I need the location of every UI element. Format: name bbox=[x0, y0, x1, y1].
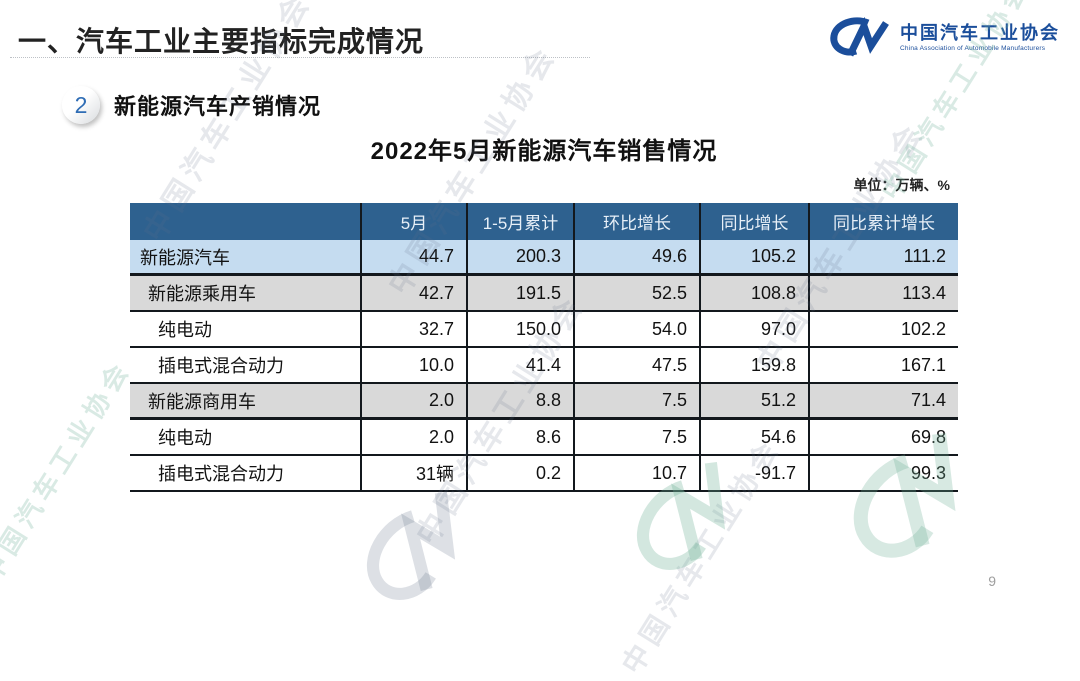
table-header-row: 5月 1-5月累计 环比增长 同比增长 同比累计增长 bbox=[130, 203, 958, 240]
cell: 0.2 bbox=[468, 456, 575, 492]
cell: 32.7 bbox=[362, 312, 468, 348]
logo-name-en: China Association of Automobile Manufact… bbox=[900, 45, 1046, 53]
logo-name-zh: 中国汽车工业协会 bbox=[900, 22, 1060, 43]
cell: 167.1 bbox=[810, 348, 958, 384]
table-row: 插电式混合动力 10.0 41.4 47.5 159.8 167.1 bbox=[130, 348, 958, 384]
title-divider bbox=[10, 57, 590, 58]
cell: 191.5 bbox=[468, 276, 575, 312]
section-title: 新能源汽车产销情况 bbox=[114, 94, 322, 119]
cell: 150.0 bbox=[468, 312, 575, 348]
cell: 8.6 bbox=[468, 420, 575, 456]
cell: 7.5 bbox=[575, 420, 701, 456]
row-label: 新能源商用车 bbox=[130, 384, 362, 420]
column-header: 环比增长 bbox=[575, 203, 701, 240]
cell: 99.3 bbox=[810, 456, 958, 492]
data-table: 5月 1-5月累计 环比增长 同比增长 同比累计增长 新能源汽车 44.7 20… bbox=[130, 203, 958, 492]
section-heading: 2 新能源汽车产销情况 bbox=[62, 86, 321, 124]
logo-text: 中国汽车工业协会 China Association of Automobile… bbox=[900, 22, 1060, 53]
cell: 41.4 bbox=[468, 348, 575, 384]
cell: 47.5 bbox=[575, 348, 701, 384]
cell: 7.5 bbox=[575, 384, 701, 420]
column-header: 1-5月累计 bbox=[468, 203, 575, 240]
cell: 49.6 bbox=[575, 240, 701, 276]
row-label: 插电式混合动力 bbox=[130, 348, 362, 384]
column-header bbox=[130, 203, 362, 240]
table-row: 新能源汽车 44.7 200.3 49.6 105.2 111.2 bbox=[130, 240, 958, 276]
table-row: 纯电动 32.7 150.0 54.0 97.0 102.2 bbox=[130, 312, 958, 348]
cell: 54.6 bbox=[701, 420, 810, 456]
table-row: 纯电动 2.0 8.6 7.5 54.6 69.8 bbox=[130, 420, 958, 456]
cell: 97.0 bbox=[701, 312, 810, 348]
row-label: 纯电动 bbox=[130, 420, 362, 456]
cell: 10.0 bbox=[362, 348, 468, 384]
cell: 31辆 bbox=[362, 456, 468, 492]
cell: 54.0 bbox=[575, 312, 701, 348]
unit-label: 单位：万辆、% bbox=[853, 177, 950, 193]
caam-logo: 中国汽车工业协会 China Association of Automobile… bbox=[828, 16, 1060, 60]
cell: 2.0 bbox=[362, 420, 468, 456]
cell: 52.5 bbox=[575, 276, 701, 312]
cell: 113.4 bbox=[810, 276, 958, 312]
page-number: 9 bbox=[988, 573, 996, 589]
column-header: 同比累计增长 bbox=[810, 203, 958, 240]
page-title: 一、汽车工业主要指标完成情况 bbox=[18, 26, 425, 57]
watermark-cm-icon bbox=[366, 491, 456, 600]
table-row: 新能源乘用车 42.7 191.5 52.5 108.8 113.4 bbox=[130, 276, 958, 312]
row-label: 新能源乘用车 bbox=[130, 276, 362, 312]
watermark-text: 中国汽车工业协会 bbox=[0, 354, 137, 588]
section-number: 2 bbox=[74, 91, 88, 118]
cell: 108.8 bbox=[701, 276, 810, 312]
cell: 102.2 bbox=[810, 312, 958, 348]
cell: -91.7 bbox=[701, 456, 810, 492]
row-label: 新能源汽车 bbox=[130, 240, 362, 276]
row-label: 插电式混合动力 bbox=[130, 456, 362, 492]
cell: 71.4 bbox=[810, 384, 958, 420]
table-row: 插电式混合动力 31辆 0.2 10.7 -91.7 99.3 bbox=[130, 456, 958, 492]
cell: 69.8 bbox=[810, 420, 958, 456]
cell: 2.0 bbox=[362, 384, 468, 420]
cell: 8.8 bbox=[468, 384, 575, 420]
cell: 105.2 bbox=[701, 240, 810, 276]
cell: 42.7 bbox=[362, 276, 468, 312]
cell: 44.7 bbox=[362, 240, 468, 276]
cell: 51.2 bbox=[701, 384, 810, 420]
table-title: 2022年5月新能源汽车销售情况 bbox=[370, 138, 718, 165]
column-header: 同比增长 bbox=[701, 203, 810, 240]
cm-logo-icon bbox=[830, 16, 889, 57]
column-header: 5月 bbox=[362, 203, 468, 240]
cell: 111.2 bbox=[810, 240, 958, 276]
cell: 159.8 bbox=[701, 348, 810, 384]
table-row: 新能源商用车 2.0 8.8 7.5 51.2 71.4 bbox=[130, 384, 958, 420]
section-number-badge: 2 bbox=[62, 86, 100, 124]
row-label: 纯电动 bbox=[130, 312, 362, 348]
cell: 200.3 bbox=[468, 240, 575, 276]
cell: 10.7 bbox=[575, 456, 701, 492]
